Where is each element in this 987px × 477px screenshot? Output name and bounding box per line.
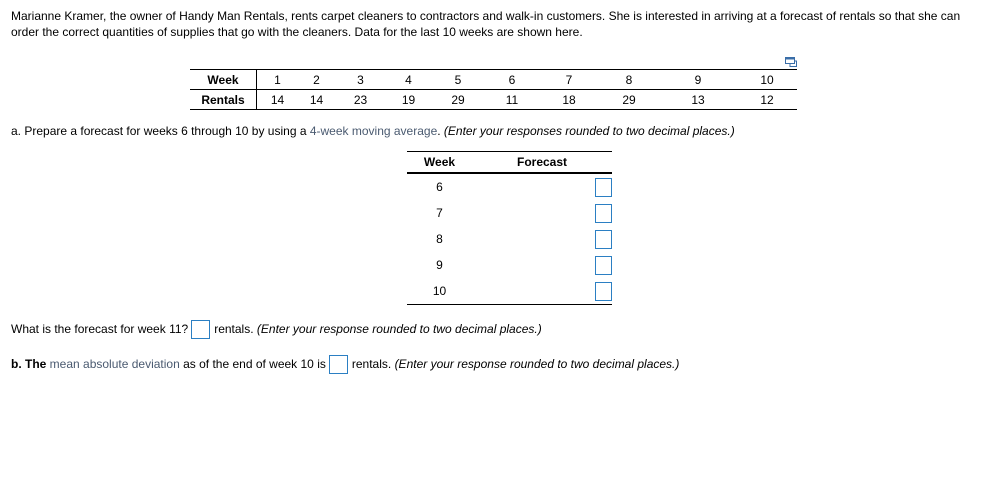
- week-cell: 8: [599, 69, 659, 90]
- part-b-prefix: b. The: [11, 357, 50, 371]
- part-b-middle: as of the end of week 10 is: [179, 357, 326, 371]
- mad-link[interactable]: mean absolute deviation: [49, 357, 180, 371]
- rentals-cell: 29: [599, 89, 659, 110]
- forecast-week: 6: [436, 180, 443, 194]
- week-11-instruction: (Enter your response rounded to two deci…: [256, 322, 542, 336]
- problem-intro: Marianne Kramer, the owner of Handy Man …: [11, 9, 961, 39]
- week-cell: 3: [335, 69, 386, 90]
- rentals-row-header: Rentals: [190, 89, 257, 110]
- rentals-cell: 19: [386, 89, 431, 110]
- part-b-question: b. The mean absolute deviation as of the…: [11, 355, 680, 375]
- week-cell: 7: [539, 69, 599, 90]
- forecast-week: 7: [436, 206, 443, 220]
- rentals-cell: 14: [256, 89, 298, 110]
- week-11-forecast-input[interactable]: [191, 320, 211, 340]
- part-b-instruction: (Enter your response rounded to two deci…: [394, 357, 680, 371]
- week-cell: 1: [256, 69, 298, 90]
- week-row: Week 1 2 3 4 5 6 7 8 9 10: [190, 69, 797, 90]
- week-cell: 5: [431, 69, 485, 90]
- rentals-cell: 23: [335, 89, 386, 110]
- forecast-input-week-7[interactable]: [595, 203, 612, 223]
- rentals-data-table: Week 1 2 3 4 5 6 7 8 9 10 Rentals 14 14 …: [190, 69, 797, 110]
- part-a-prefix: a. Prepare a forecast for weeks 6 throug…: [11, 124, 310, 138]
- week-11-question: What is the forecast for week 11? rentals…: [11, 320, 542, 340]
- forecast-week: 9: [436, 258, 443, 272]
- week-cell: 10: [737, 69, 797, 90]
- moving-average-link[interactable]: 4-week moving average: [309, 124, 438, 138]
- week-11-prompt: What is the forecast for week 11?: [11, 322, 189, 336]
- forecast-table: Week Forecast 6 7 8 9 10: [407, 151, 612, 305]
- mad-input[interactable]: [328, 355, 348, 375]
- week-cell: 9: [659, 69, 737, 90]
- rentals-cell: 18: [539, 89, 599, 110]
- part-a-question: a. Prepare a forecast for weeks 6 throug…: [11, 124, 735, 138]
- part-a-suffix: .: [437, 124, 444, 138]
- forecast-header: Forecast: [472, 151, 612, 174]
- week-row-header: Week: [190, 69, 257, 90]
- forecast-input-week-10[interactable]: [595, 281, 612, 301]
- forecast-week-header: Week: [407, 151, 472, 174]
- week-11-unit: rentals.: [214, 322, 254, 336]
- part-a-instruction: (Enter your responses rounded to two dec…: [443, 124, 735, 138]
- rentals-cell: 13: [659, 89, 737, 110]
- copy-table-icon[interactable]: [785, 57, 797, 67]
- forecast-row: 8: [407, 226, 612, 252]
- forecast-input-week-8[interactable]: [595, 229, 612, 249]
- forecast-row: 7: [407, 200, 612, 226]
- rentals-cell: 14: [298, 89, 335, 110]
- forecast-row: 6: [407, 173, 612, 200]
- forecast-week: 10: [407, 278, 472, 305]
- forecast-row: 9: [407, 252, 612, 278]
- part-b-unit: rentals.: [351, 357, 392, 371]
- forecast-input-week-6[interactable]: [595, 177, 612, 197]
- week-cell: 6: [485, 69, 539, 90]
- rentals-cell: 12: [737, 89, 797, 110]
- rentals-row: Rentals 14 14 23 19 29 11 18 29 13 12: [190, 89, 797, 110]
- rentals-cell: 11: [485, 89, 539, 110]
- week-cell: 2: [298, 69, 335, 90]
- forecast-input-week-9[interactable]: [595, 255, 612, 275]
- forecast-week: 8: [436, 232, 443, 246]
- forecast-header-row: Week Forecast: [407, 151, 612, 174]
- rentals-cell: 29: [431, 89, 485, 110]
- week-cell: 4: [386, 69, 431, 90]
- forecast-row: 10: [407, 278, 612, 305]
